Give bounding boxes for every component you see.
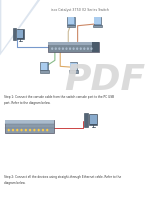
Circle shape <box>87 48 88 49</box>
Text: Step 2: Connect all the devices using straight-through Ethernet cable. Refer to : Step 2: Connect all the devices using st… <box>4 175 121 185</box>
Polygon shape <box>1 0 38 51</box>
FancyBboxPatch shape <box>92 42 99 52</box>
Circle shape <box>62 48 63 49</box>
FancyBboxPatch shape <box>41 62 48 70</box>
FancyBboxPatch shape <box>94 17 101 25</box>
FancyBboxPatch shape <box>69 70 78 73</box>
FancyBboxPatch shape <box>68 17 74 24</box>
FancyBboxPatch shape <box>48 42 99 52</box>
Text: Step 1: Connect the console cable from the switch console port to the PC USB
por: Step 1: Connect the console cable from t… <box>4 95 114 105</box>
Circle shape <box>55 48 56 49</box>
FancyBboxPatch shape <box>17 29 24 39</box>
FancyBboxPatch shape <box>17 30 23 38</box>
Circle shape <box>38 129 39 131</box>
Circle shape <box>8 129 9 131</box>
Circle shape <box>80 48 81 49</box>
Circle shape <box>66 48 67 49</box>
Polygon shape <box>0 0 40 55</box>
Circle shape <box>77 48 78 49</box>
FancyBboxPatch shape <box>13 28 16 40</box>
Circle shape <box>84 48 85 49</box>
Circle shape <box>59 48 60 49</box>
Circle shape <box>47 129 48 131</box>
FancyBboxPatch shape <box>90 115 97 125</box>
FancyBboxPatch shape <box>67 17 75 25</box>
Text: isco Catalyst 3750 V2 Series Switch: isco Catalyst 3750 V2 Series Switch <box>51 8 109 11</box>
Circle shape <box>73 48 74 49</box>
FancyBboxPatch shape <box>70 63 77 70</box>
FancyBboxPatch shape <box>41 63 47 70</box>
Circle shape <box>30 129 31 131</box>
FancyBboxPatch shape <box>67 25 75 27</box>
FancyBboxPatch shape <box>84 113 88 127</box>
Circle shape <box>91 48 92 49</box>
FancyBboxPatch shape <box>5 120 53 124</box>
Circle shape <box>52 48 53 49</box>
Circle shape <box>25 129 26 131</box>
Circle shape <box>34 129 35 131</box>
FancyBboxPatch shape <box>89 114 97 126</box>
Circle shape <box>17 129 18 131</box>
Circle shape <box>21 129 22 131</box>
FancyBboxPatch shape <box>48 42 99 45</box>
FancyBboxPatch shape <box>5 120 53 133</box>
FancyBboxPatch shape <box>70 62 77 70</box>
Text: PDF: PDF <box>64 63 145 97</box>
FancyBboxPatch shape <box>40 70 49 73</box>
FancyBboxPatch shape <box>94 17 101 24</box>
FancyBboxPatch shape <box>93 25 102 27</box>
